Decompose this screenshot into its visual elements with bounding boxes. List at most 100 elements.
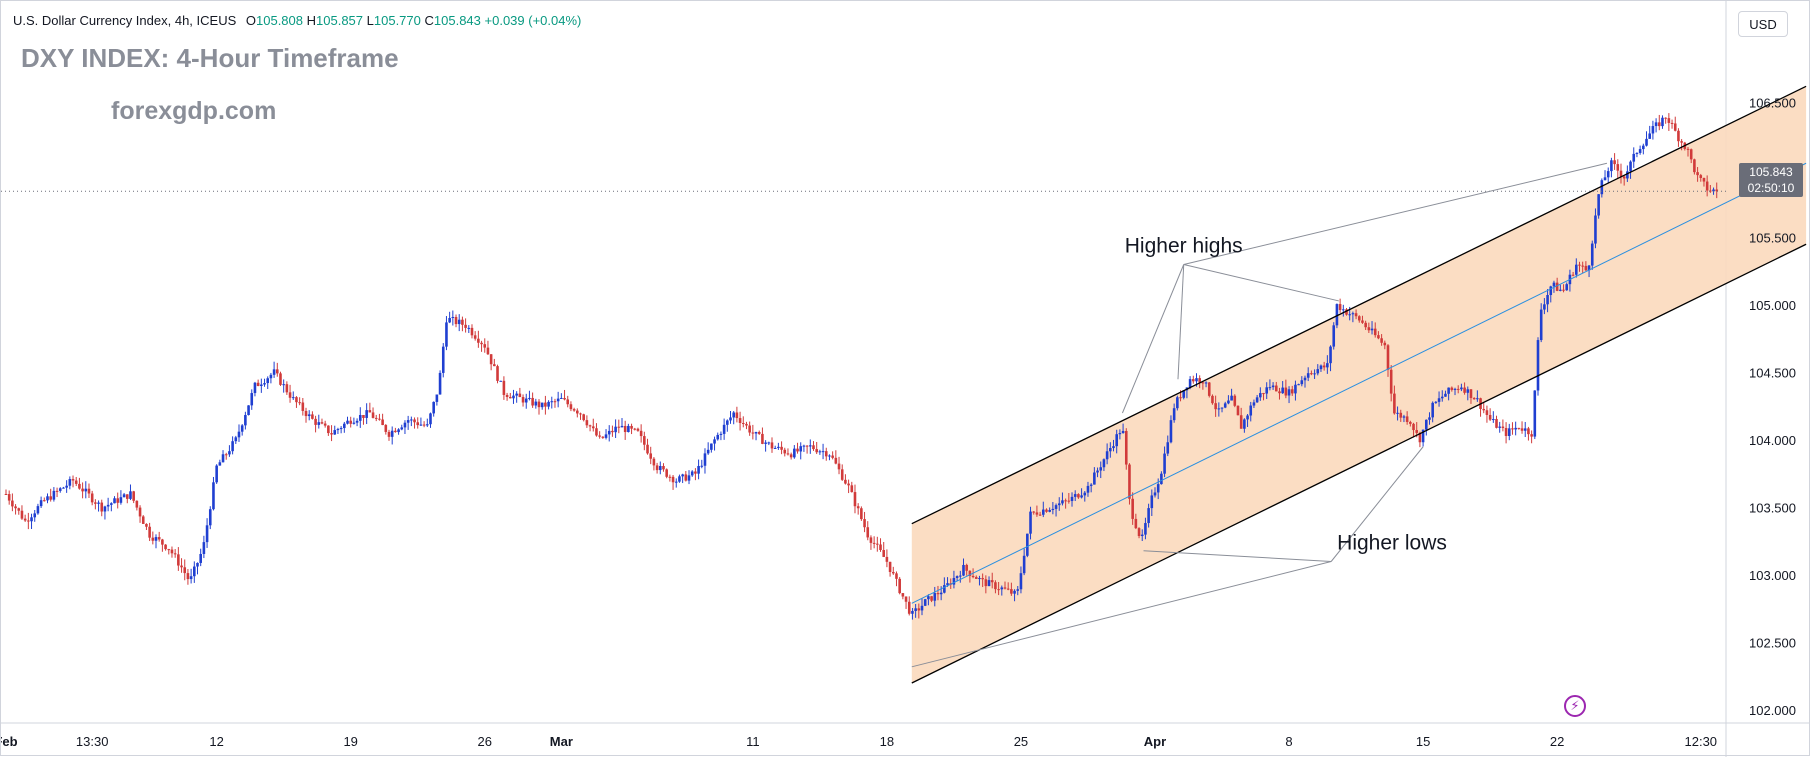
candle-body <box>1523 428 1527 431</box>
lightning-bolt-icon[interactable]: ⚡ <box>1564 695 1586 717</box>
annotation-label: Higher lows <box>1337 532 1447 555</box>
candle-body <box>1460 387 1463 390</box>
candle-body <box>378 418 381 420</box>
candle-body <box>387 431 391 437</box>
candle-body <box>295 397 298 403</box>
candle-body <box>994 582 997 590</box>
open-value: 105.808 <box>256 13 303 28</box>
candle-body <box>872 542 876 544</box>
candle-body <box>454 316 458 325</box>
candle-body <box>1067 500 1071 502</box>
candle-body <box>1447 387 1450 394</box>
candle-body <box>860 508 863 520</box>
candle-body <box>1057 503 1061 506</box>
annotation-pointer-line <box>1121 264 1185 414</box>
candle-body <box>1077 494 1080 498</box>
candle-body <box>1689 149 1693 160</box>
candle-body <box>1038 514 1042 516</box>
candle-body <box>438 372 442 395</box>
candle-body <box>1137 528 1141 537</box>
candle-body <box>52 490 56 500</box>
candle-body <box>911 610 914 614</box>
candle-body <box>706 449 710 454</box>
candle-body <box>346 420 349 424</box>
candle-body <box>260 384 263 386</box>
candle-body <box>952 577 956 585</box>
candle-body <box>266 378 270 384</box>
candle-body <box>1482 408 1486 411</box>
candle-body <box>339 428 343 430</box>
candle-body <box>1278 391 1281 394</box>
candle-body <box>601 436 605 438</box>
candle-body <box>1507 428 1511 437</box>
open-label: O <box>245 13 256 28</box>
candle-body <box>14 506 17 509</box>
candle-body <box>1709 190 1712 192</box>
candle-body <box>1418 432 1422 443</box>
candle-body <box>68 479 72 486</box>
candle-body <box>1421 429 1425 443</box>
candle-body <box>815 449 818 453</box>
candle-body <box>1335 304 1339 326</box>
candle-body <box>314 418 317 425</box>
candle-body <box>157 537 161 540</box>
candle-body <box>1262 393 1265 395</box>
y-tick-label: 103.000 <box>1749 568 1796 583</box>
candle-body <box>1712 189 1715 192</box>
candles <box>4 113 1719 620</box>
candle-body <box>1233 395 1237 406</box>
candle-body <box>828 455 831 457</box>
candle-body <box>208 509 212 526</box>
candle-body <box>1045 509 1048 512</box>
candle-body <box>1290 389 1294 394</box>
candle-body <box>534 401 538 406</box>
candle-body <box>205 525 209 543</box>
candle-body <box>1377 335 1380 339</box>
candle-body <box>65 485 68 488</box>
candle-body <box>330 433 333 435</box>
watermark-text: forexgdp.com <box>111 97 277 125</box>
candle-body <box>1581 265 1584 267</box>
candle-body <box>824 451 828 457</box>
x-tick-label: 26 <box>478 734 492 749</box>
candle-body <box>1466 389 1470 393</box>
candle-body <box>1300 380 1304 385</box>
candle-body <box>1520 428 1524 431</box>
candle-body <box>1153 492 1157 496</box>
candle-body <box>1332 325 1336 347</box>
x-tick-label: 8 <box>1285 734 1292 749</box>
candle-body <box>1259 393 1262 398</box>
candle-body <box>671 476 675 483</box>
candle-body <box>604 434 608 438</box>
candle-body <box>1207 382 1211 396</box>
candle-body <box>384 425 388 432</box>
y-tick-label: 104.000 <box>1749 433 1796 448</box>
candle-body <box>876 543 879 545</box>
currency-button[interactable]: USD <box>1738 11 1788 37</box>
candle-body <box>317 422 321 425</box>
candle-body <box>636 428 640 431</box>
candle-body <box>1584 265 1588 271</box>
candle-body <box>1051 508 1055 511</box>
annotation-pointer-line <box>1183 264 1339 302</box>
high-value: 105.857 <box>316 13 364 28</box>
candle-body <box>288 392 292 398</box>
candle-body <box>1316 369 1320 374</box>
candle-body <box>371 412 375 418</box>
candle-body <box>1061 500 1064 504</box>
candle-body <box>413 419 416 423</box>
candle-body <box>531 397 534 406</box>
candle-body <box>71 479 75 481</box>
candle-body <box>1440 396 1444 399</box>
candle-body <box>1415 430 1419 433</box>
candle-body <box>722 424 726 434</box>
candle-body <box>1651 126 1655 134</box>
candle-body <box>1134 518 1138 529</box>
last-price-value: 105.843 <box>1749 165 1793 179</box>
candle-body <box>1105 451 1109 460</box>
candle-body <box>381 419 384 426</box>
candle-body <box>1342 309 1345 311</box>
candle-body <box>544 402 547 407</box>
candle-body <box>1303 377 1307 381</box>
